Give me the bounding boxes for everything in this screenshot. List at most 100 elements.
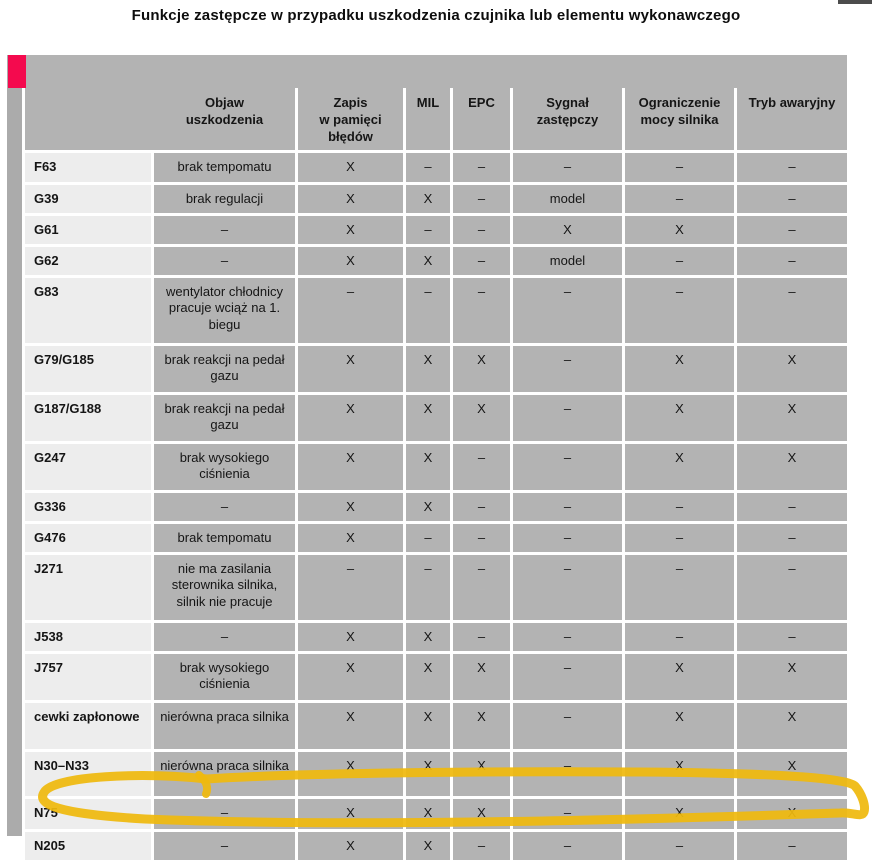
mark-cell: X — [298, 703, 403, 749]
mark-cell: X — [625, 444, 734, 490]
mark-cell: X — [298, 799, 403, 829]
mark-cell: X — [737, 346, 847, 392]
mark-cell: X — [737, 703, 847, 749]
mark-cell: – — [513, 555, 622, 620]
mark-cell: X — [737, 395, 847, 441]
mark-cell: X — [737, 752, 847, 796]
mark-cell: – — [513, 703, 622, 749]
mark-cell: X — [625, 216, 734, 244]
mark-cell: model — [513, 247, 622, 275]
mark-cell: X — [298, 752, 403, 796]
mark-cell: – — [453, 524, 510, 552]
symptom-cell: brak tempomatu — [154, 524, 295, 552]
mark-cell: – — [453, 153, 510, 182]
symptom-cell: brak reakcji na pedał gazu — [154, 395, 295, 441]
symptom-cell: – — [154, 493, 295, 521]
mark-cell: – — [737, 623, 847, 651]
mark-cell: X — [406, 703, 450, 749]
row-label: G62 — [25, 247, 151, 275]
mark-cell: X — [625, 395, 734, 441]
mark-cell: – — [513, 278, 622, 343]
mark-cell: X — [298, 654, 403, 700]
table-row: G61– X – – X X – — [25, 216, 847, 244]
mark-cell: X — [737, 799, 847, 829]
mark-cell: – — [737, 555, 847, 620]
mark-cell: – — [453, 278, 510, 343]
row-label: N75 — [25, 799, 151, 829]
mark-cell: X — [406, 493, 450, 521]
row-label: G83 — [25, 278, 151, 343]
row-label: cewki zapłonowe — [25, 703, 151, 749]
column-header-fault-memory: Zapis w pamięci błędów — [319, 95, 382, 144]
row-label: G247 — [25, 444, 151, 490]
left-accent-stripe — [7, 55, 22, 836]
table-row: J271 nie ma zasilania sterownika silnika,… — [25, 555, 847, 620]
mark-cell: X — [406, 247, 450, 275]
column-header-symptom: Objaw uszkodzenia — [185, 95, 264, 127]
mark-cell: – — [406, 555, 450, 620]
mark-cell: – — [453, 832, 510, 860]
column-header-substitute-signal: Sygnał zastępczy — [536, 95, 599, 127]
symptom-cell: – — [154, 832, 295, 860]
mark-cell: X — [406, 346, 450, 392]
mark-cell: – — [625, 555, 734, 620]
mark-cell: – — [406, 153, 450, 182]
mark-cell: – — [737, 832, 847, 860]
table-body: F63 brak tempomatu X – – – – – G39 brak regulacji… — [25, 153, 847, 863]
row-label: G476 — [25, 524, 151, 552]
table-row: G79/G185 brak reakcji na pedał gazu X X X – X X — [25, 346, 847, 392]
column-header-power-limit: Ograniczenie mocy silnika — [638, 95, 721, 127]
mark-cell: – — [513, 444, 622, 490]
mark-cell: – — [453, 555, 510, 620]
mark-cell: – — [453, 623, 510, 651]
mark-cell: X — [513, 216, 622, 244]
symptom-cell: brak tempomatu — [154, 153, 295, 182]
mark-cell: X — [453, 346, 510, 392]
mark-cell: – — [453, 444, 510, 490]
column-header-epc: EPC — [468, 95, 495, 110]
mark-cell: X — [298, 153, 403, 182]
scrollbar-fragment[interactable] — [838, 0, 872, 4]
mark-cell: X — [298, 832, 403, 860]
mark-cell: X — [298, 346, 403, 392]
mark-cell: – — [737, 185, 847, 213]
table-row: cewki zapłonowe nierówna praca silnika X X X… — [25, 703, 847, 749]
symptom-cell: – — [154, 623, 295, 651]
table-row: G62– X X – model – – — [25, 247, 847, 275]
mark-cell: – — [298, 278, 403, 343]
table-row: F63 brak tempomatu X – – – – – — [25, 153, 847, 182]
mark-cell: – — [625, 832, 734, 860]
table-row: G83 wentylator chłodnicy pracuje wciąż na… — [25, 278, 847, 343]
mark-cell: – — [625, 623, 734, 651]
table-row: G39 brak regulacji X X – model – – — [25, 185, 847, 213]
symptom-cell: wentylator chłodnicy pracuje wciąż na 1.… — [154, 278, 295, 343]
symptom-cell: brak wysokiego ciśnienia — [154, 444, 295, 490]
mark-cell: X — [406, 654, 450, 700]
mark-cell: – — [453, 185, 510, 213]
row-label: G61 — [25, 216, 151, 244]
mark-cell: X — [298, 247, 403, 275]
table-row: G247 brak wysokiego ciśnienia X X – – X X — [25, 444, 847, 490]
mark-cell: – — [737, 278, 847, 343]
mark-cell: X — [737, 444, 847, 490]
table-row: G476 brak tempomatu X – – – – – — [25, 524, 847, 552]
mark-cell: – — [625, 185, 734, 213]
header-divider — [734, 88, 737, 150]
mark-cell: X — [453, 752, 510, 796]
mark-cell: – — [406, 216, 450, 244]
mark-cell: – — [625, 524, 734, 552]
header-divider — [403, 88, 406, 150]
table-header: Objaw uszkodzenia Zapis w pamięci błędów… — [25, 55, 847, 150]
mark-cell: – — [625, 247, 734, 275]
header-divider — [622, 88, 625, 150]
table-row: N205– X X – – – – — [25, 832, 847, 860]
table-row: N75– X X X – X X — [25, 799, 847, 829]
header-divider — [450, 88, 453, 150]
symptom-cell: brak regulacji — [154, 185, 295, 213]
mark-cell: X — [298, 216, 403, 244]
mark-cell: X — [625, 799, 734, 829]
mark-cell: X — [298, 444, 403, 490]
mark-cell: – — [453, 216, 510, 244]
red-accent-square — [8, 55, 26, 88]
mark-cell: X — [625, 752, 734, 796]
